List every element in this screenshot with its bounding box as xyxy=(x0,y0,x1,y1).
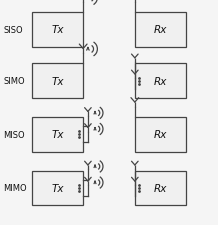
Text: Rx: Rx xyxy=(154,183,167,193)
Text: Tx: Tx xyxy=(51,183,64,193)
Bar xyxy=(32,117,83,152)
Text: MISO: MISO xyxy=(3,130,25,139)
Text: SISO: SISO xyxy=(3,26,23,35)
Text: SIMO: SIMO xyxy=(3,77,25,86)
Text: Rx: Rx xyxy=(154,76,167,86)
Text: Tx: Tx xyxy=(51,76,64,86)
Bar xyxy=(32,64,83,99)
Text: Rx: Rx xyxy=(154,130,167,140)
Bar xyxy=(135,64,186,99)
Text: Rx: Rx xyxy=(154,25,167,35)
Bar xyxy=(32,13,83,47)
Bar xyxy=(32,171,83,205)
Bar xyxy=(135,13,186,47)
Bar xyxy=(135,171,186,205)
Text: MIMO: MIMO xyxy=(3,184,27,193)
Text: Tx: Tx xyxy=(51,25,64,35)
Bar xyxy=(135,117,186,152)
Text: Tx: Tx xyxy=(51,130,64,140)
